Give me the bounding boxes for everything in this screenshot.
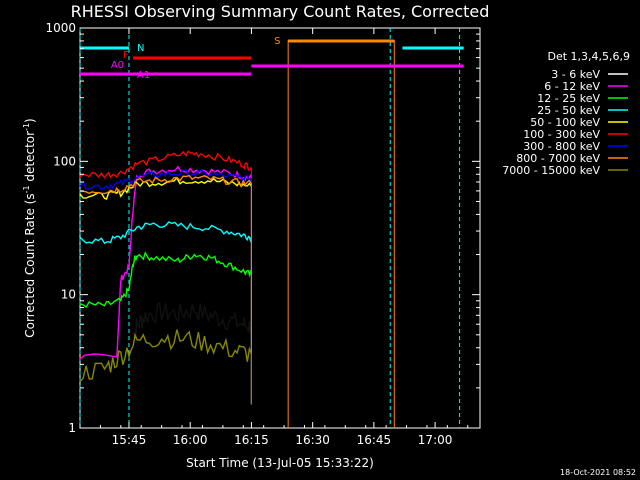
flag-label-a0: A0 <box>111 60 124 71</box>
series-line-0 <box>132 301 253 341</box>
x-tick-label: 16:15 <box>234 433 269 447</box>
series-line-5 <box>79 150 253 180</box>
flag-label-n: N <box>137 43 144 54</box>
series-line-4 <box>79 176 252 201</box>
legend-label-6: 300 - 800 keV <box>523 140 600 153</box>
y-axis-label: Corrected Count Rate (s-1 detector-1) <box>22 118 37 337</box>
y-tick-label: 1000 <box>45 21 76 35</box>
series-line-1 <box>79 165 253 360</box>
series-line-8 <box>79 329 253 382</box>
x-axis-label: Start Time (13-Jul-05 15:33:22) <box>186 456 374 470</box>
series-line-2 <box>79 251 253 309</box>
legend-label-8: 7000 - 15000 keV <box>502 164 600 177</box>
legend-label-1: 6 - 12 keV <box>544 80 600 93</box>
y-tick-label: 1 <box>68 421 76 435</box>
x-tick-label: 16:45 <box>357 433 392 447</box>
x-tick-label: 15:45 <box>112 433 147 447</box>
x-axis: 15:45 16:00 16:15 16:30 16:45 17:00 <box>79 28 469 447</box>
x-tick-label: 17:00 <box>418 433 453 447</box>
x-tick-label: 16:00 <box>173 433 208 447</box>
legend-title: Det 1,3,4,5,6,9 <box>547 50 630 63</box>
series-line-6 <box>79 169 252 190</box>
timestamp: 18-Oct-2021 08:52 <box>560 468 636 477</box>
flag-label-f: F <box>123 50 129 61</box>
x-tick-label: 16:30 <box>295 433 330 447</box>
series-line-7 <box>79 174 252 195</box>
legend-label-0: 3 - 6 keV <box>551 68 600 81</box>
legend-label-3: 25 - 50 keV <box>537 104 600 117</box>
y-tick-label: 100 <box>53 154 76 168</box>
legend-label-4: 50 - 100 keV <box>530 116 600 129</box>
series-line-3 <box>79 221 253 245</box>
legend-label-7: 800 - 7000 keV <box>516 152 600 165</box>
y-axis: 1 10 100 1000 <box>45 21 480 435</box>
y-tick-label: 10 <box>61 288 76 302</box>
chart-title: RHESSI Observing Summary Count Rates, Co… <box>71 2 490 21</box>
legend-label-5: 100 - 300 keV <box>523 128 600 141</box>
legend-label-2: 12 - 25 keV <box>537 92 600 105</box>
flag-label-s: S <box>274 36 280 47</box>
flag-label-a1: A1 <box>137 70 150 81</box>
